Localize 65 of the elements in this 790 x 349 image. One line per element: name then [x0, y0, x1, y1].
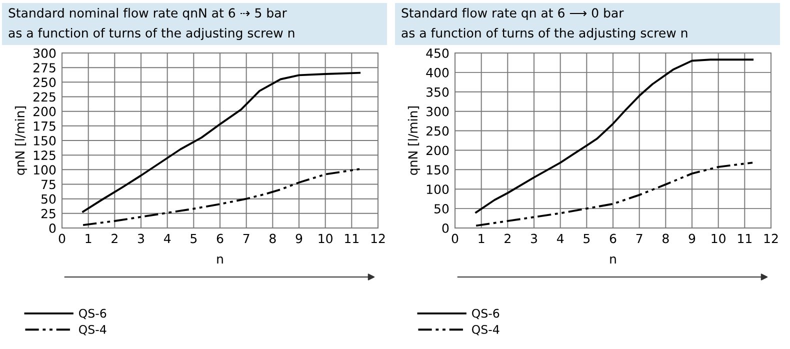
x-tick-label: 4 [164, 234, 171, 244]
y-tick-label: 200 [34, 106, 56, 116]
x-tick-label: 10 [712, 234, 726, 244]
x-tick-label: 6 [610, 234, 616, 244]
x-tick-label: 8 [270, 234, 276, 244]
x-tick-label: 12 [764, 234, 778, 244]
x-tick-label: 0 [58, 234, 66, 244]
x-tick-label: 1 [86, 234, 92, 244]
x-tick-label: 1 [478, 234, 484, 244]
x-tick-label: 5 [584, 234, 590, 244]
y-tick-label: 0 [49, 223, 56, 233]
y-tick-label: 25 [41, 208, 56, 218]
x-tick-label: 8 [662, 234, 669, 244]
x-tick-label: 7 [243, 234, 250, 244]
line-series [475, 58, 754, 214]
y-tick-label: 300 [34, 48, 56, 58]
y-tick-label: 100 [34, 165, 56, 175]
x-tick-label: 11 [738, 234, 752, 244]
x-tick-label: 5 [190, 234, 197, 244]
chart-title: Standard flow rate qn at 6 ⟶ 0 bar [402, 8, 624, 20]
line-series [82, 72, 361, 213]
x-tick-label: 2 [504, 234, 510, 244]
y-tick-label: 50 [42, 194, 56, 204]
y-tick-label: 100 [426, 184, 449, 194]
line-series [475, 162, 754, 227]
y-tick-label: 250 [34, 78, 56, 88]
y-tick-label: 225 [34, 92, 56, 102]
x-axis-title: n [217, 256, 223, 264]
x-tick-label: 12 [371, 234, 385, 244]
x-tick-label: 0 [452, 234, 458, 244]
y-axis-title: qnN [l/min] [408, 106, 420, 175]
y-tick-label: 275 [34, 63, 56, 73]
x-tick-label: 6 [216, 234, 224, 244]
x-tick-label: 9 [688, 234, 696, 244]
y-tick-label: 400 [426, 68, 449, 78]
x-tick-label: 3 [138, 234, 144, 244]
chart-title: Standard nominal flow rate qnN at 6 ⇢ 5 bar [8, 8, 287, 20]
x-tick-label: 2 [112, 234, 118, 244]
x-tick-label: 11 [345, 234, 358, 244]
y-tick-label: 0 [442, 223, 449, 233]
y-tick-label: 125 [34, 150, 56, 160]
y-tick-label: 350 [426, 87, 449, 97]
y-tick-label: 150 [34, 136, 56, 146]
x-tick-label: 10 [318, 234, 332, 244]
x-tick-label: 9 [296, 234, 302, 244]
legend-label: QS-4 [472, 324, 500, 336]
y-tick-label: 50 [434, 204, 449, 214]
y-tick-label: 450 [426, 48, 449, 58]
legend-label: QS-4 [79, 324, 106, 336]
y-tick-label: 200 [426, 146, 449, 156]
y-tick-label: 150 [426, 165, 449, 175]
y-tick-label: 75 [42, 180, 56, 190]
y-axis-title: qnN [l/min] [14, 106, 28, 175]
x-tick-label: 7 [636, 234, 642, 244]
y-tick-label: 175 [34, 122, 56, 131]
x-axis-title: n [610, 256, 616, 264]
legend-label: QS-6 [472, 308, 500, 320]
line-series [82, 168, 361, 226]
x-tick-label: 3 [530, 234, 537, 244]
chart-subtitle: as a function of turns of the adjusting screw n [8, 28, 294, 40]
chart-subtitle: as a function of turns of the adjusting screw n [402, 28, 688, 40]
y-tick-label: 250 [426, 126, 449, 136]
legend-label: QS-6 [79, 308, 106, 320]
y-tick-label: 300 [426, 106, 449, 116]
x-tick-label: 4 [556, 234, 564, 244]
